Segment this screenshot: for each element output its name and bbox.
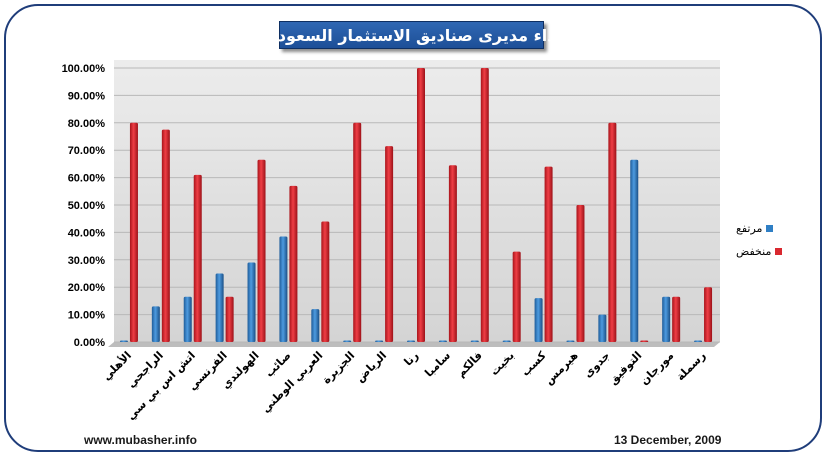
bar-low (225, 296, 234, 342)
y-tick-label: 30.00% (68, 255, 106, 267)
bar-high (470, 340, 479, 342)
y-tick-label: 80.00% (68, 118, 106, 130)
bar-low (417, 68, 425, 342)
bar-high (311, 309, 320, 342)
y-tick-label: 10.00% (68, 310, 106, 322)
bar-high (343, 340, 352, 342)
bar-low (193, 174, 202, 342)
x-tick-label: بخيت (488, 349, 517, 378)
bar-high (438, 340, 447, 342)
bar-high (694, 340, 703, 342)
bar-low (608, 122, 617, 342)
bar-low (480, 68, 489, 342)
bar-low (448, 165, 457, 342)
bar-low (257, 159, 266, 342)
x-tick-label: هيرمس (542, 349, 580, 387)
bar-low (704, 287, 713, 342)
bar-low (289, 185, 298, 342)
bar-low (640, 340, 649, 342)
bar-low (129, 122, 138, 342)
y-tick-label: 50.00% (68, 200, 106, 212)
x-tick-label: فالكم (454, 349, 485, 380)
bar-low (321, 221, 330, 342)
bar-high (566, 340, 575, 342)
y-tick-label: 70.00% (68, 145, 106, 157)
x-tick-label: التوفيق (606, 349, 644, 387)
y-tick-label: 60.00% (68, 173, 106, 185)
x-tick-label: مورجان (638, 349, 677, 388)
bar-high (119, 340, 128, 342)
legend-item-high: مرتفع (736, 222, 784, 235)
bar-low (544, 166, 553, 342)
bar-high (502, 340, 511, 342)
bar-low (576, 205, 585, 342)
y-tick-label: 90.00% (68, 90, 106, 102)
bar-high (151, 306, 160, 342)
x-tick-label: الرياض (353, 349, 389, 385)
legend-swatch-low (775, 248, 783, 255)
x-tick-label: رسملة (674, 349, 708, 383)
bar-high (598, 314, 607, 342)
bar-low (161, 129, 170, 342)
y-tick-label: 40.00% (68, 227, 106, 239)
legend-item-low: منخفض (736, 245, 784, 258)
bar-high (183, 296, 192, 342)
website-link[interactable]: www.mubasher.info (84, 433, 197, 447)
bar-high (247, 262, 256, 342)
legend: مرتفع منخفض (736, 222, 784, 268)
bar-high (375, 340, 384, 342)
bar-high (534, 298, 543, 342)
chart-title: اداء مديرى صناديق الاستثمار السعودية (262, 21, 561, 49)
x-tick-label: رنا (402, 349, 422, 369)
bar-high (407, 340, 415, 342)
bar-low (512, 251, 521, 342)
y-tick-label: 0.00% (74, 337, 105, 349)
x-tick-label: سامبا (422, 349, 453, 380)
legend-label-high: مرتفع (736, 222, 763, 235)
bar-low (672, 296, 681, 342)
y-tick-label: 100.00% (62, 63, 106, 75)
x-tick-label: كسب (519, 349, 549, 379)
legend-label-low: منخفض (736, 245, 772, 258)
bar-high (279, 236, 288, 342)
plot-floor (108, 342, 720, 347)
bar-high (662, 296, 671, 342)
y-tick-label: 20.00% (68, 282, 106, 294)
bar-low (353, 122, 362, 342)
bar-high (215, 273, 224, 342)
date-label: 13 December, 2009 (614, 433, 722, 447)
bar-low (385, 146, 394, 342)
x-tick-label: الجزيرة (320, 349, 358, 387)
legend-swatch-high (766, 225, 774, 232)
bar-high (630, 159, 639, 342)
